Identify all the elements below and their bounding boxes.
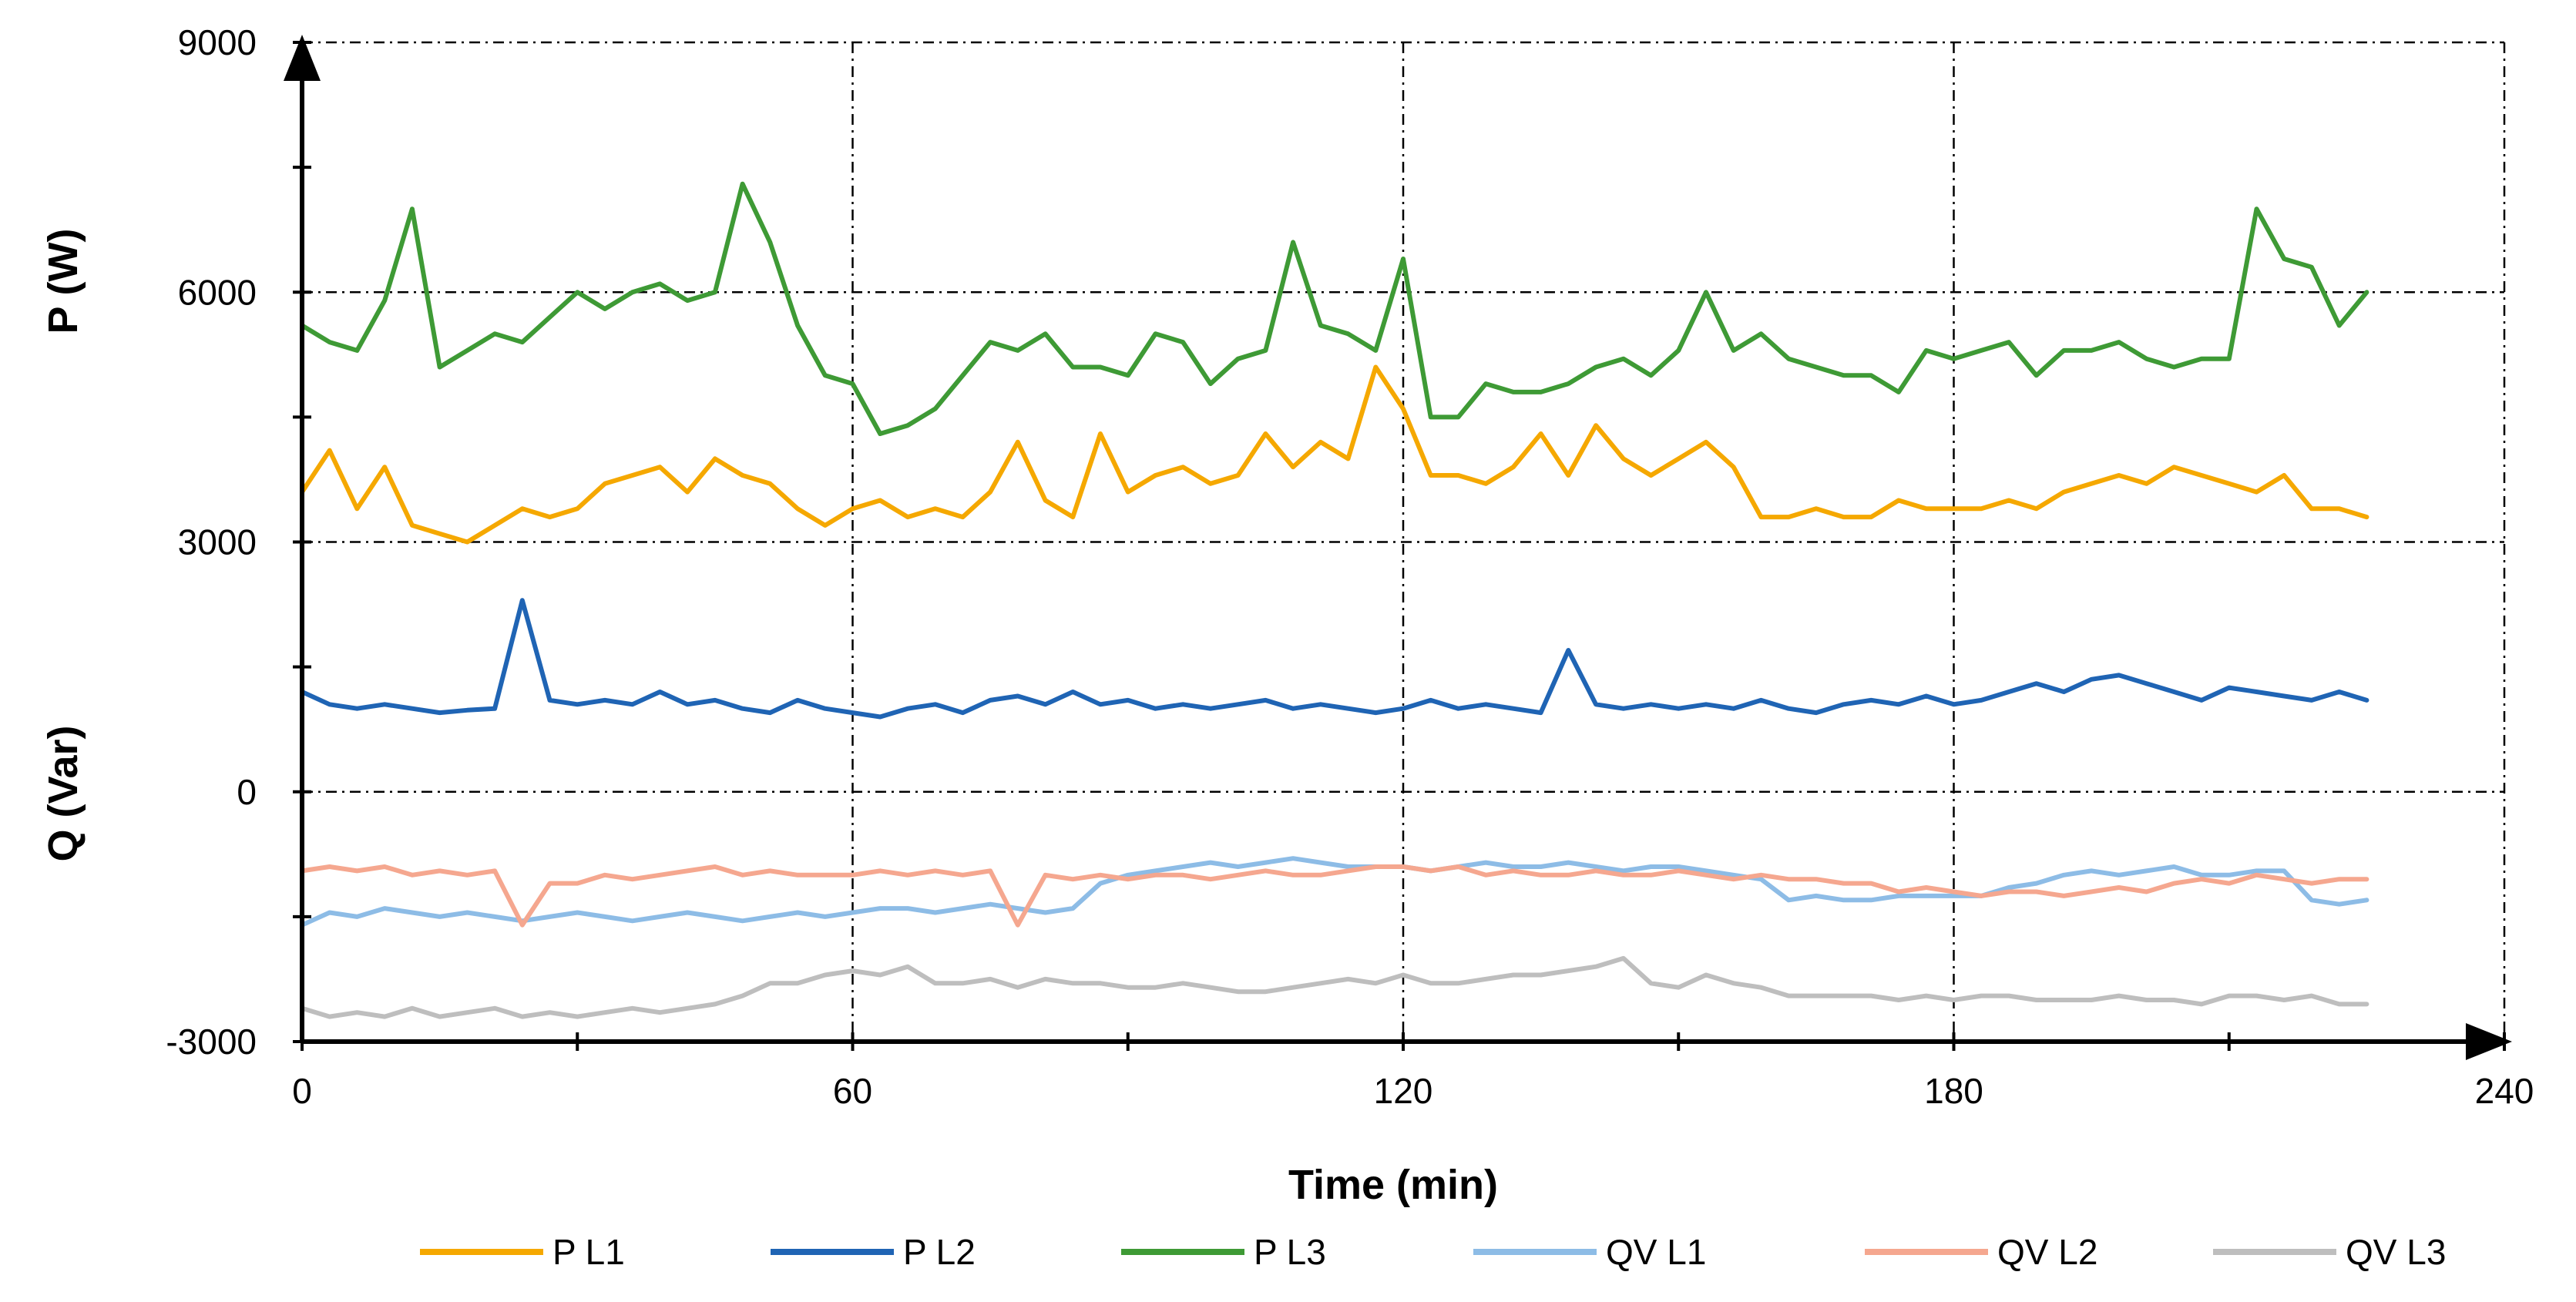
x-tick-label: 60 bbox=[833, 1071, 872, 1111]
legend-label: QV L3 bbox=[2346, 1232, 2446, 1272]
y-tick-label: 0 bbox=[237, 772, 257, 812]
x-axis-title: Time (min) bbox=[1288, 1162, 1498, 1208]
tick-labels: -3000 0 3000 6000 9000 0 60 120 180 240 bbox=[166, 22, 2534, 1111]
axes bbox=[284, 35, 2512, 1060]
legend-item-qv-l2: QV L2 bbox=[1865, 1232, 2097, 1272]
y-axis-title-p: P (W) bbox=[40, 229, 86, 334]
grid bbox=[302, 41, 2506, 1042]
legend-label: QV L1 bbox=[1606, 1232, 1706, 1272]
y-tick-label: 9000 bbox=[178, 22, 257, 62]
series-line-p-l2 bbox=[300, 598, 2369, 720]
x-tick-label: 0 bbox=[292, 1071, 312, 1111]
series-line-qv-l3 bbox=[300, 955, 2369, 1019]
x-axis-arrowhead bbox=[2466, 1023, 2512, 1060]
legend-label: QV L2 bbox=[1997, 1232, 2097, 1272]
legend-item-p-l1: P L1 bbox=[420, 1232, 625, 1272]
y-tick-label: 6000 bbox=[178, 272, 257, 312]
legend: P L1 P L2 P L3 QV L1 QV L2 QV L3 bbox=[420, 1232, 2446, 1272]
y-tick-label: -3000 bbox=[166, 1022, 257, 1062]
legend-label: P L2 bbox=[903, 1232, 976, 1272]
series-line-p-l3 bbox=[300, 181, 2369, 436]
x-tick-label: 240 bbox=[2475, 1071, 2534, 1111]
legend-item-qv-l1: QV L1 bbox=[1473, 1232, 1706, 1272]
y-axis-arrowhead bbox=[284, 35, 321, 81]
y-axis-title-q: Q (Var) bbox=[40, 725, 86, 861]
x-tick-label: 120 bbox=[1374, 1071, 1433, 1111]
legend-item-p-l2: P L2 bbox=[771, 1232, 976, 1272]
y-tick-label: 3000 bbox=[178, 522, 257, 562]
legend-label: P L3 bbox=[1254, 1232, 1326, 1272]
legend-label: P L1 bbox=[552, 1232, 625, 1272]
x-tick-label: 180 bbox=[1924, 1071, 1983, 1111]
series-line-qv-l2 bbox=[300, 864, 2369, 928]
series-line-qv-l1 bbox=[300, 856, 2369, 928]
series-line-p-l1 bbox=[300, 364, 2369, 545]
legend-item-p-l3: P L3 bbox=[1121, 1232, 1326, 1272]
series-layer bbox=[300, 181, 2369, 1019]
legend-item-qv-l3: QV L3 bbox=[2213, 1232, 2446, 1272]
